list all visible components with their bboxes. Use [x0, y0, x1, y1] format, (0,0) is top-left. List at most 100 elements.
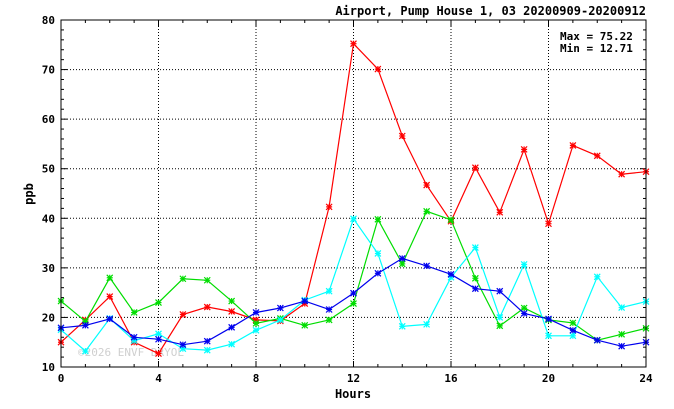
marker-stroke: [618, 304, 626, 311]
x-tick-label: 8: [253, 372, 260, 385]
marker-stroke: [81, 321, 89, 329]
marker-stroke: [228, 323, 236, 331]
marker-stroke: [471, 285, 479, 293]
data-point: [545, 220, 552, 228]
marker-stroke: [350, 40, 357, 48]
marker-stroke: [106, 274, 114, 282]
marker-stroke: [471, 244, 479, 251]
marker-stroke: [569, 332, 577, 340]
marker-stroke: [423, 262, 431, 270]
y-tick-label: 50: [42, 163, 55, 176]
x-tick-label: 20: [542, 372, 555, 385]
data-point: [593, 152, 601, 160]
data-point: [398, 322, 406, 330]
data-point: [423, 262, 431, 270]
data-point: [228, 323, 236, 331]
y-tick-label: 40: [42, 212, 55, 225]
data-point: [350, 40, 357, 48]
y-tick-label: 80: [42, 14, 55, 27]
marker-stroke: [81, 347, 89, 355]
marker-stroke: [618, 342, 626, 350]
data-point: [398, 260, 406, 268]
y-tick-label: 20: [42, 311, 55, 324]
marker-stroke: [350, 289, 357, 297]
data-point: [203, 337, 211, 345]
data-point: [276, 304, 284, 312]
data-point: [423, 181, 431, 189]
marker-stroke: [593, 273, 601, 281]
marker-stroke: [520, 310, 528, 317]
marker-stroke: [252, 319, 260, 327]
marker-stroke: [545, 332, 552, 340]
data-point: [496, 287, 504, 295]
data-point: [179, 311, 187, 318]
data-point: [252, 326, 260, 334]
data-point: [325, 203, 333, 211]
data-point: [520, 304, 528, 312]
marker-stroke: [593, 336, 601, 344]
data-point: [252, 309, 260, 316]
plot-frame: [60, 19, 647, 368]
data-point: [618, 170, 626, 178]
marker-stroke: [496, 208, 504, 216]
marker-stroke: [593, 152, 601, 160]
marker-stroke: [471, 274, 479, 282]
marker-stroke: [398, 255, 406, 262]
marker-stroke: [228, 340, 236, 348]
data-point: [520, 310, 528, 317]
marker-stroke: [325, 316, 333, 324]
marker-stroke: [130, 333, 138, 341]
data-point: [155, 330, 162, 338]
data-point: [276, 316, 284, 324]
data-point: [130, 309, 138, 316]
data-point: [155, 335, 162, 343]
y-tick-label: 70: [42, 64, 55, 77]
marker-stroke: [520, 304, 528, 312]
marker-stroke: [398, 322, 406, 330]
marker-stroke: [325, 203, 333, 211]
data-point: [374, 250, 382, 257]
data-point: [203, 346, 211, 354]
marker-stroke: [569, 319, 577, 327]
data-point: [447, 216, 455, 224]
x-tick-label: 0: [58, 372, 65, 385]
marker-stroke: [179, 341, 187, 349]
x-tick-label: 4: [155, 372, 162, 385]
data-point: [130, 333, 138, 341]
marker-stroke: [520, 145, 528, 153]
marker-stroke: [496, 314, 504, 321]
data-point: [301, 321, 309, 329]
min-annotation: Min = 12.71: [560, 42, 633, 55]
marker-stroke: [203, 346, 211, 354]
marker-stroke: [325, 306, 333, 313]
marker-stroke: [471, 164, 479, 172]
data-point: [398, 132, 406, 140]
data-point: [228, 308, 236, 315]
data-point: [81, 321, 89, 329]
data-point: [618, 342, 626, 350]
marker-stroke: [325, 287, 333, 295]
marker-stroke: [203, 337, 211, 345]
marker-stroke: [496, 287, 504, 295]
data-point: [618, 304, 626, 311]
marker-stroke: [252, 326, 260, 334]
marker-stroke: [301, 321, 309, 329]
data-point: [618, 330, 626, 338]
data-point: [593, 336, 601, 344]
data-point: [228, 297, 236, 305]
data-point: [545, 315, 552, 323]
marker-stroke: [423, 207, 431, 215]
marker-stroke: [276, 304, 284, 312]
y-tick-label: 30: [42, 262, 55, 275]
data-point: [350, 289, 357, 297]
data-point: [325, 287, 333, 295]
data-point: [569, 326, 577, 334]
max-annotation: Max = 75.22: [560, 30, 633, 43]
marker-stroke: [155, 335, 162, 343]
marker-stroke: [179, 275, 187, 283]
marker-stroke: [618, 330, 626, 338]
data-point: [179, 275, 187, 283]
marker-stroke: [545, 315, 552, 323]
data-point: [471, 285, 479, 293]
